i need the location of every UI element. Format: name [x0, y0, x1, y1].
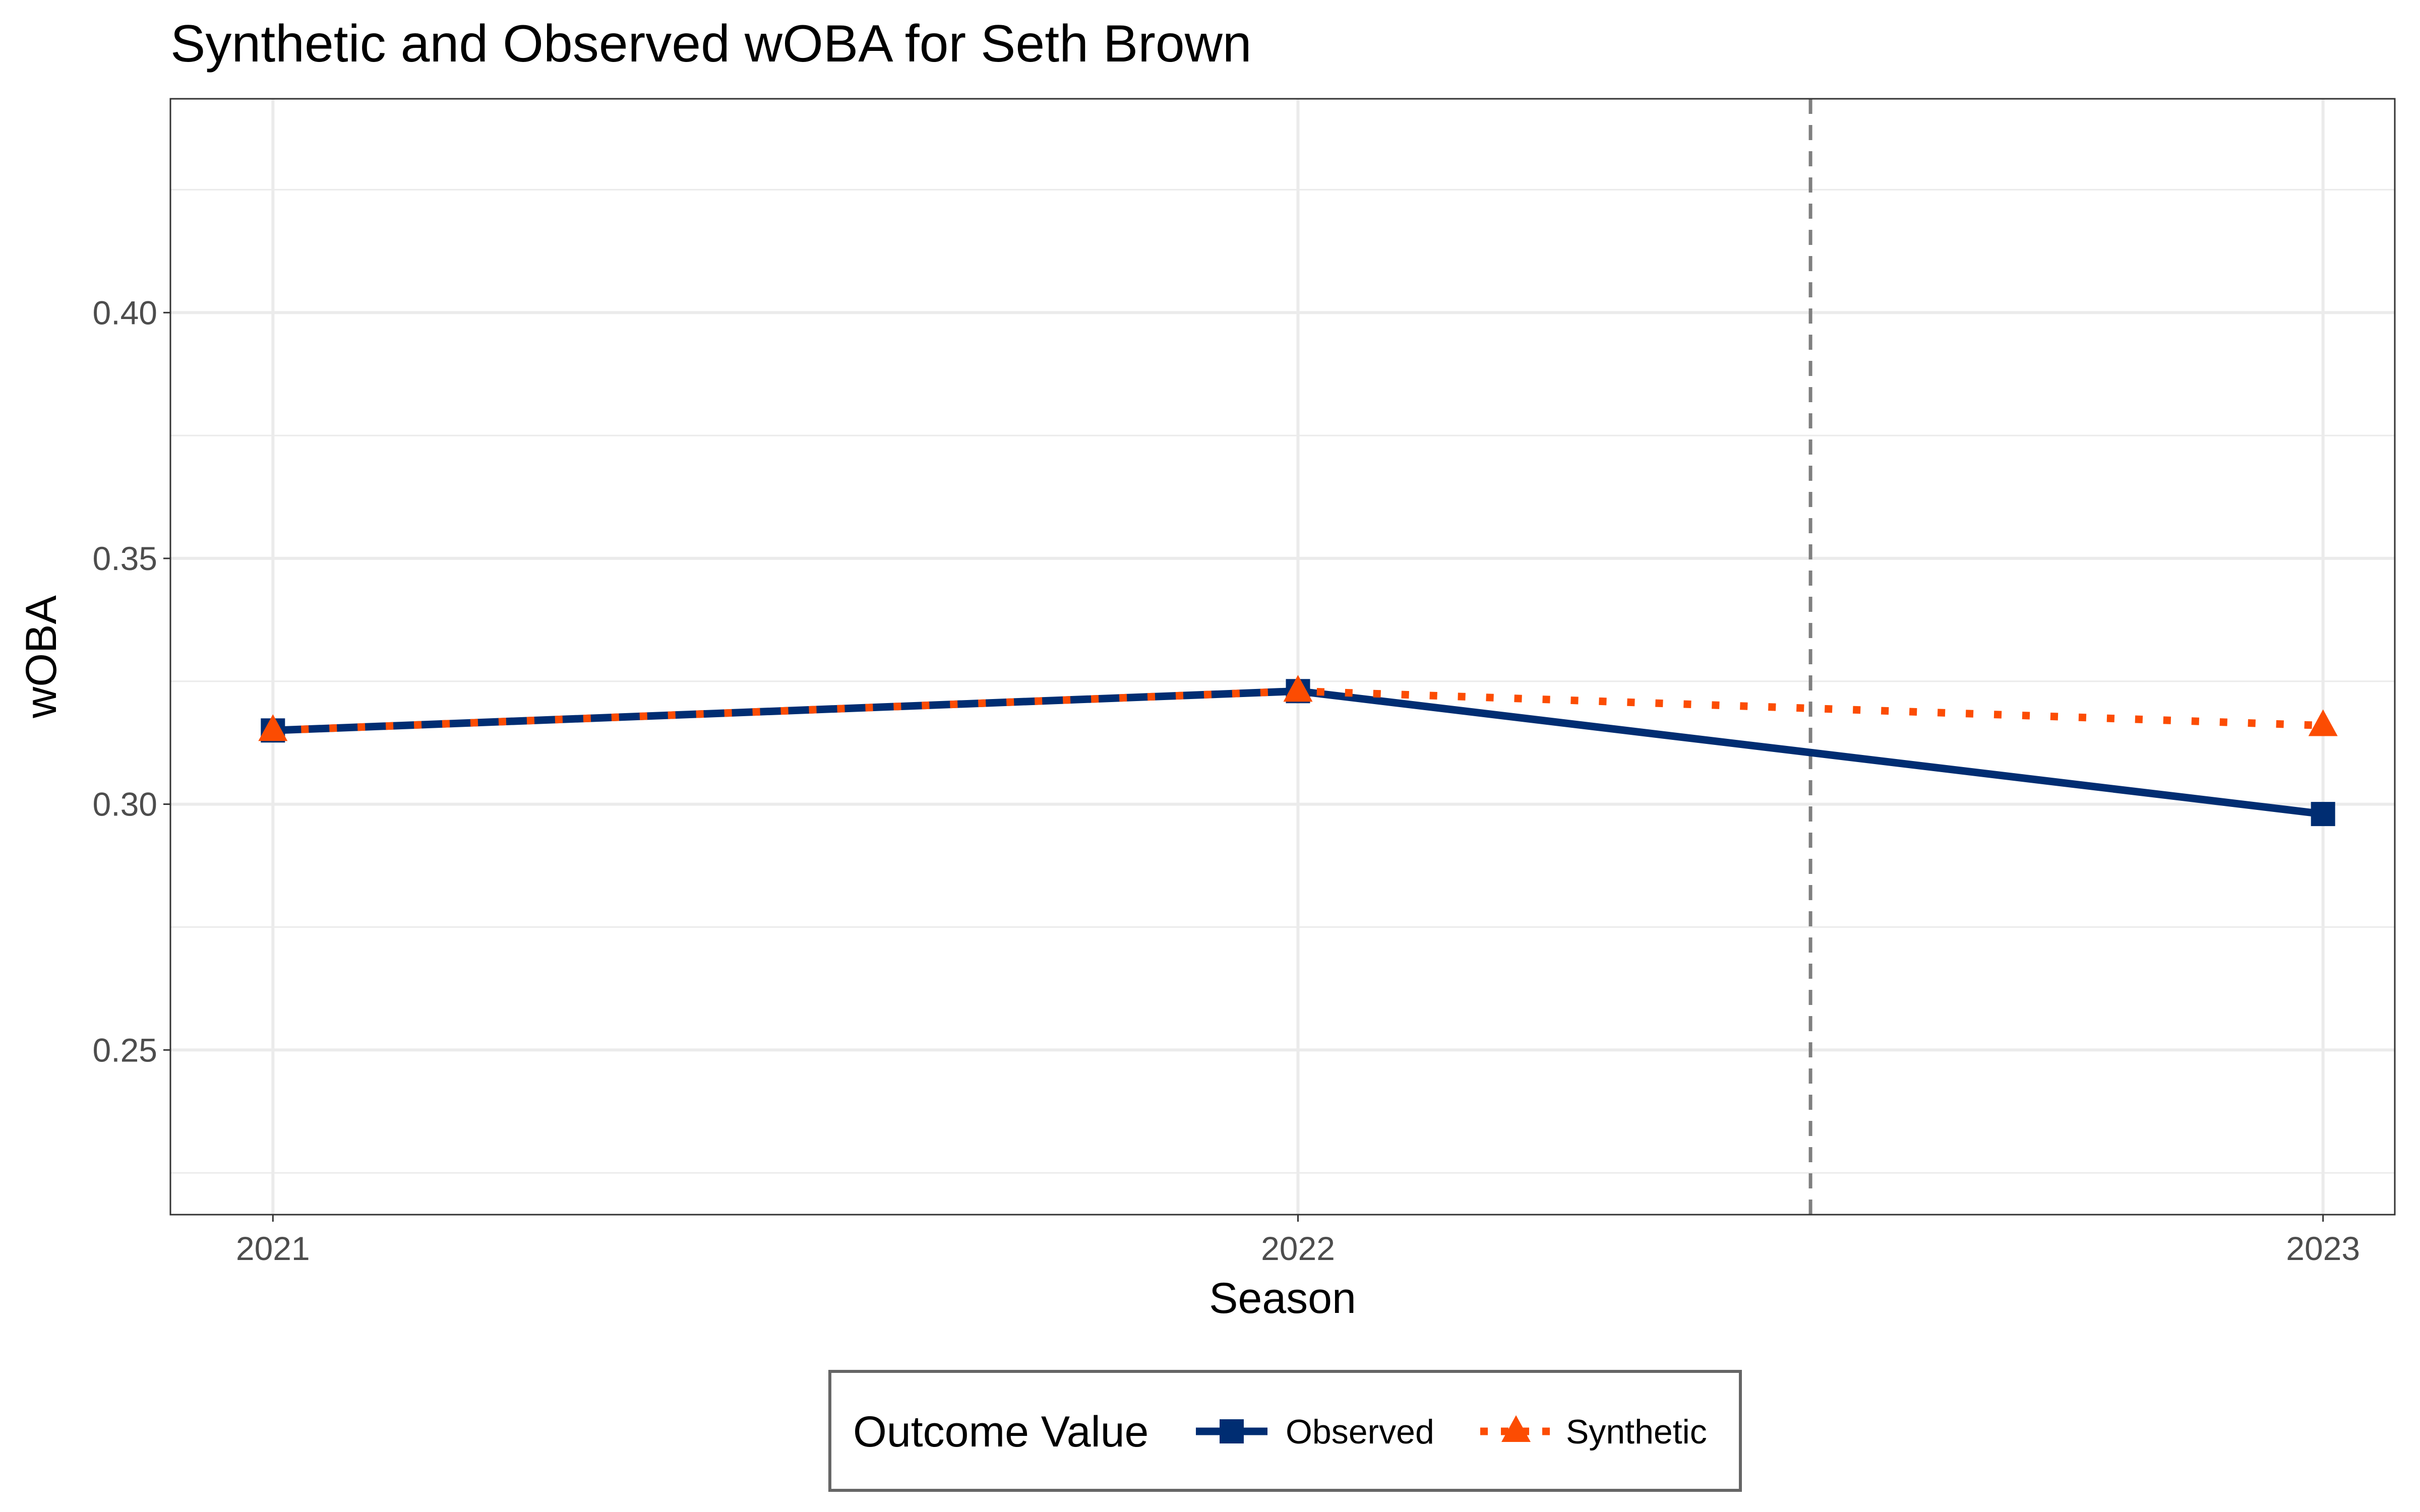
x-tick-label: 2023 [2286, 1230, 2360, 1267]
chart-title: Synthetic and Observed wOBA for Seth Bro… [170, 15, 1252, 73]
data-point-synthetic [258, 714, 288, 741]
legend-label-observed: Observed [1286, 1413, 1434, 1451]
legend-box [828, 1370, 1742, 1492]
axis-ticks: 0.25 0.30 0.35 0.40 2021 2022 2023 [93, 294, 2361, 1267]
panel-border [169, 98, 2396, 1216]
x-axis-title: Season [1209, 1274, 1356, 1322]
y-tick-label: 0.40 [93, 294, 157, 331]
y-tick-label: 0.30 [93, 786, 157, 823]
y-tick-label: 0.25 [93, 1031, 157, 1068]
series-line-synthetic [273, 687, 2323, 734]
major-gridlines [170, 99, 2395, 1215]
y-tick-label: 0.35 [93, 540, 157, 577]
x-tick-label: 2022 [1261, 1230, 1335, 1267]
legend-item-observed[interactable]: Observed [1196, 1413, 1434, 1451]
x-tick-label: 2021 [236, 1230, 310, 1267]
legend-key-observed-marker [1220, 1419, 1244, 1443]
legend-key-synthetic-marker [1501, 1415, 1531, 1442]
minor-gridlines [170, 188, 2395, 1174]
legend-title: Outcome Value [853, 1408, 1148, 1456]
series-layer [258, 675, 2338, 827]
legend-label-synthetic: Synthetic [1566, 1413, 1707, 1451]
data-point-synthetic [2308, 709, 2338, 736]
data-point-synthetic [1283, 675, 1313, 702]
legend: Outcome Value Observed Synthetic [828, 1370, 1742, 1492]
legend-item-synthetic[interactable]: Synthetic [1480, 1413, 1707, 1451]
data-point-observed [2311, 802, 2335, 827]
y-axis-title: wOBA [17, 595, 66, 719]
